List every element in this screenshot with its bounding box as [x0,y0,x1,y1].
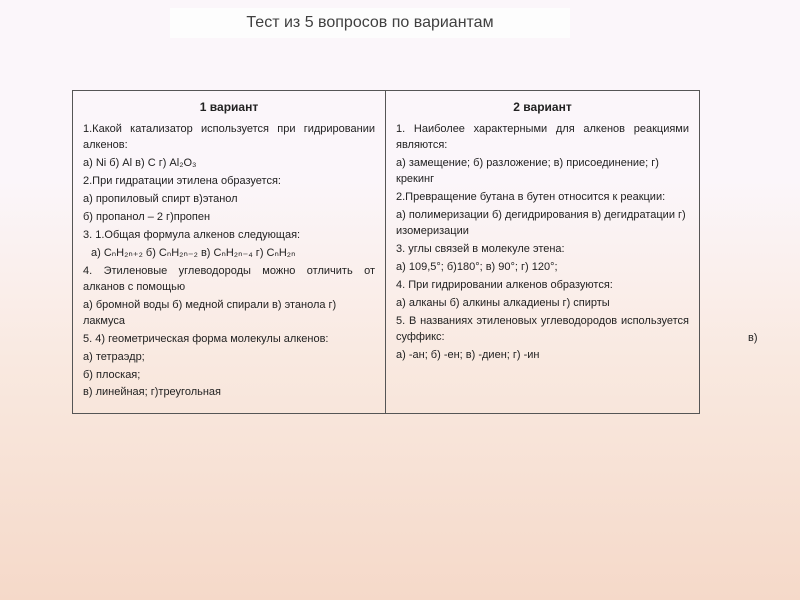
v2-q2-opts: а) полимеризации б) дегидрирования в) де… [396,208,689,240]
v1-q3-opts: а) CₙH₂ₙ₊₂ б) CₙH₂ₙ₋₂ в) CₙH₂ₙ₋₄ г) CₙH₂… [83,246,375,262]
v1-q2-b: б) пропанол – 2 г)пропен [83,210,375,226]
page-title: Тест из 5 вопросов по вариантам [170,8,570,38]
v1-q4-opts: а) бромной воды б) медной спирали в) эта… [83,298,375,330]
v1-q5-c: в) линейная; г)треугольная [83,385,375,401]
v1-q2-a: а) пропиловый спирт в)этанол [83,192,375,208]
variant-1-column: 1 вариант 1.Какой катализатор использует… [73,91,386,413]
v2-q5: 5. В названиях этиленовых углеводородов … [396,314,689,346]
v2-q1-opts: а) замещение; б) разложение; в) присоеди… [396,156,689,188]
v2-q3: 3. углы связей в молекуле этена: [396,242,689,258]
v1-q1: 1.Какой катализатор используется при гид… [83,122,375,154]
v1-q2: 2.При гидратации этилена образуется: [83,174,375,190]
stray-text: в) [748,332,758,344]
v2-q2: 2.Превращение бутана в бутен относится к… [396,190,689,206]
v1-q3: 3. 1.Общая формула алкенов следующая: [83,228,375,244]
v2-q1: 1. Наиболее характерными для алкенов реа… [396,122,689,154]
v1-q1-opts: а) Ni б) Al в) C г) Al₂O₃ [83,156,375,172]
v2-q4-opts: а) алканы б) алкины алкадиены г) спирты [396,296,689,312]
v1-q5-a: а) тетраэдр; [83,350,375,366]
v2-q4: 4. При гидрировании алкенов образуются: [396,278,689,294]
v2-q5-opts: а) -ан; б) -ен; в) -диен; г) -ин [396,348,689,364]
v1-q5-b: б) плоская; [83,368,375,384]
test-table: 1 вариант 1.Какой катализатор использует… [72,90,700,414]
v1-q5: 5. 4) геометрическая форма молекулы алке… [83,332,375,348]
variant-2-header: 2 вариант [396,99,689,122]
v1-q4: 4. Этиленовые углеводороды можно отличит… [83,264,375,296]
variant-1-header: 1 вариант [83,99,375,122]
variant-2-column: 2 вариант 1. Наиболее характерными для а… [386,91,699,413]
v2-q3-opts: а) 109,5°; б)180°; в) 90°; г) 120°; [396,260,689,276]
